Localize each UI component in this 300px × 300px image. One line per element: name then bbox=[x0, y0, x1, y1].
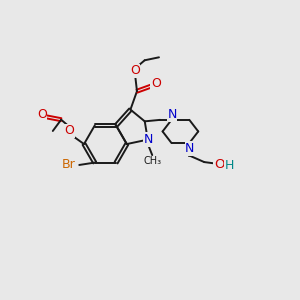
Text: Br: Br bbox=[62, 158, 75, 172]
Text: CH₃: CH₃ bbox=[144, 156, 162, 166]
Text: N: N bbox=[185, 142, 195, 155]
Text: O: O bbox=[151, 77, 161, 90]
Text: O: O bbox=[37, 108, 47, 121]
Text: N: N bbox=[144, 133, 153, 146]
Text: O: O bbox=[214, 158, 225, 171]
Text: N: N bbox=[167, 108, 177, 121]
Text: O: O bbox=[64, 124, 74, 137]
Text: H: H bbox=[225, 159, 234, 172]
Text: O: O bbox=[130, 64, 140, 77]
